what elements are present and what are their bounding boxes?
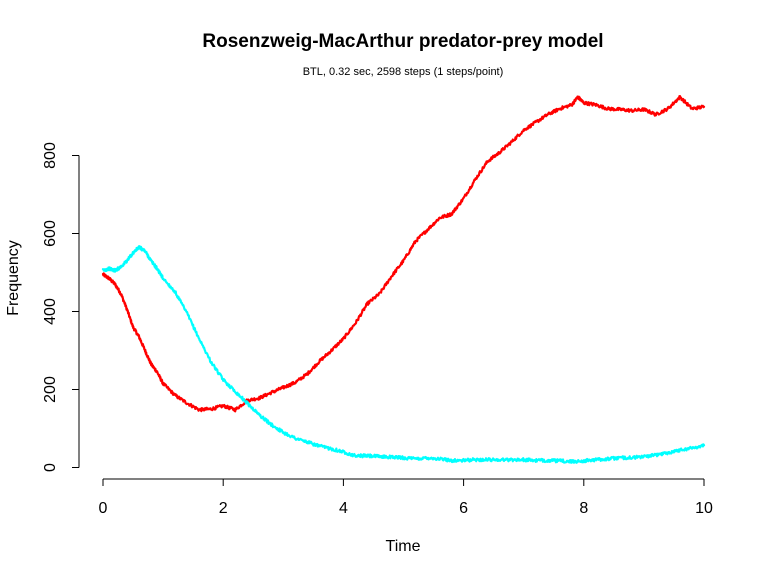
x-axis-label: Time bbox=[386, 538, 421, 555]
y-tick-label: 200 bbox=[42, 376, 59, 403]
x-tick-label: 0 bbox=[99, 500, 108, 517]
x-tick-label: 8 bbox=[579, 500, 588, 517]
series-layer bbox=[101, 95, 706, 464]
chart-subtitle: BTL, 0.32 sec, 2598 steps (1 steps/point… bbox=[303, 66, 504, 78]
series-line-cyan bbox=[101, 245, 706, 464]
x-tick-label: 4 bbox=[339, 500, 348, 517]
x-tick-label: 2 bbox=[219, 500, 228, 517]
x-axis: 0 2 4 6 8 10 bbox=[99, 478, 713, 517]
y-tick-label: 800 bbox=[42, 142, 59, 169]
x-tick-label: 10 bbox=[695, 500, 713, 517]
y-axis-label: Frequency bbox=[5, 240, 22, 316]
y-tick-label: 600 bbox=[42, 220, 59, 247]
chart-title: Rosenzweig-MacArthur predator-prey model bbox=[202, 31, 603, 52]
y-tick-label: 400 bbox=[42, 298, 59, 325]
y-tick-label: 0 bbox=[42, 463, 59, 472]
y-axis: 0 200 400 600 800 bbox=[42, 142, 80, 472]
series-line-red bbox=[101, 95, 706, 413]
x-tick-label: 6 bbox=[459, 500, 468, 517]
